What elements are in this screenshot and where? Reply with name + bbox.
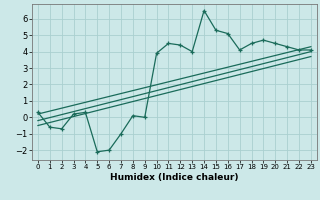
X-axis label: Humidex (Indice chaleur): Humidex (Indice chaleur): [110, 173, 239, 182]
